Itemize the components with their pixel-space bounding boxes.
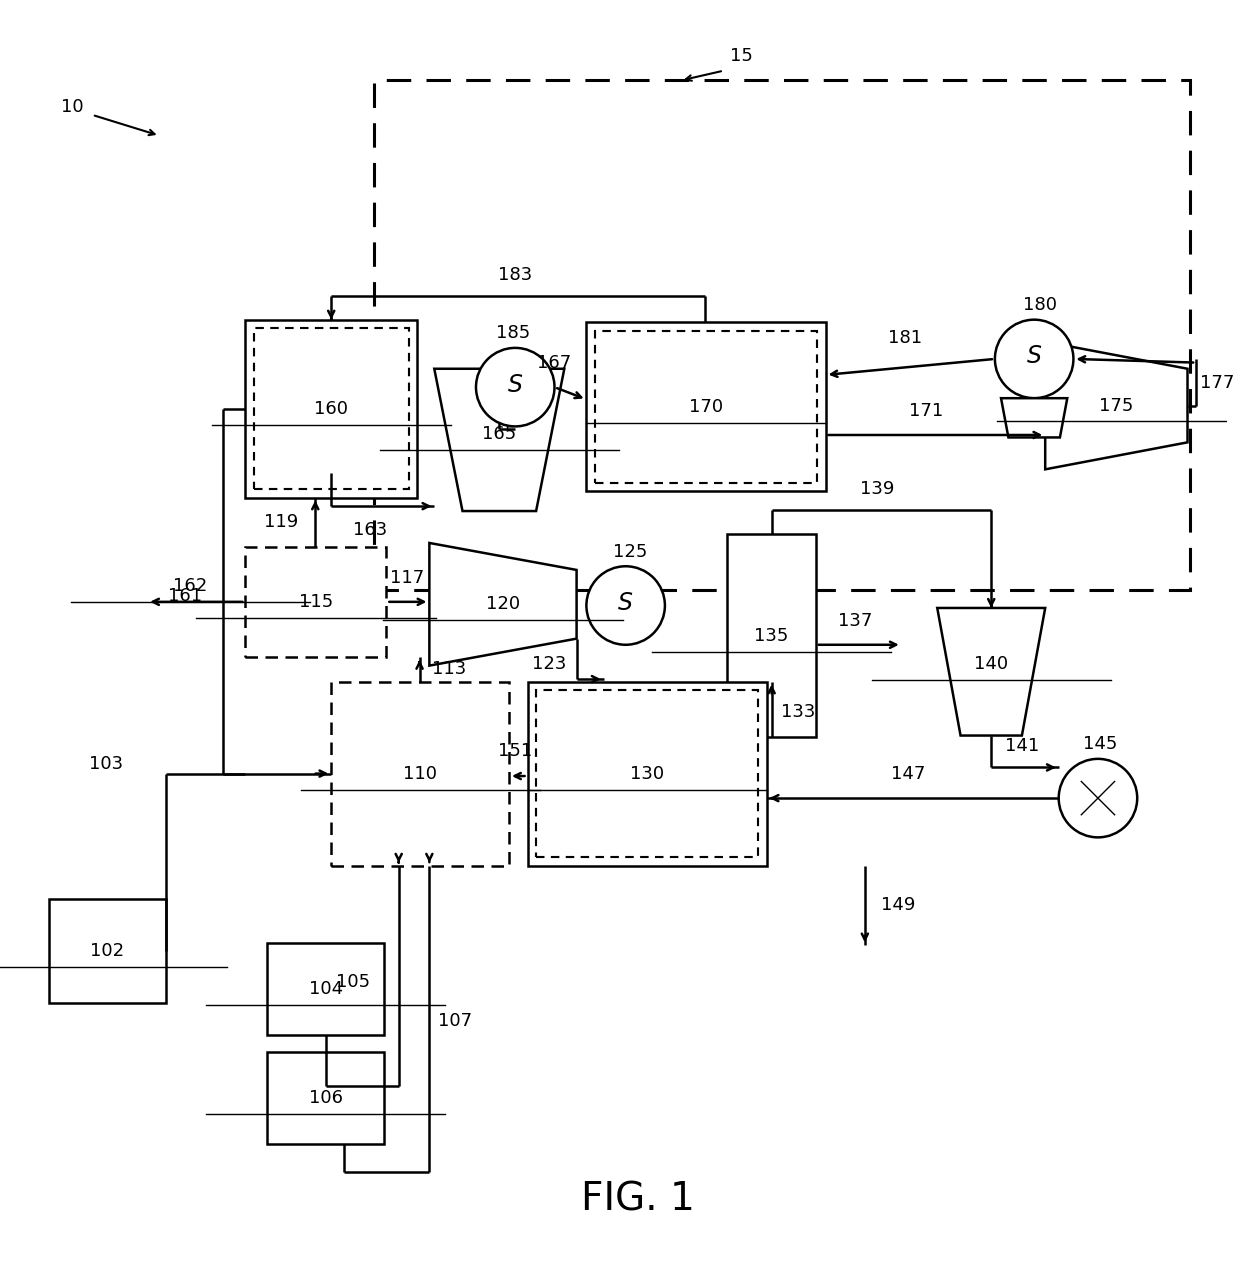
Bar — [536, 691, 758, 856]
Text: 135: 135 — [754, 626, 789, 645]
Text: 185: 185 — [496, 324, 529, 342]
Text: 130: 130 — [630, 764, 665, 783]
Text: 171: 171 — [909, 402, 944, 420]
Text: 102: 102 — [91, 942, 124, 960]
Text: 151: 151 — [498, 743, 532, 760]
Circle shape — [1059, 759, 1137, 837]
Polygon shape — [937, 608, 1045, 735]
Text: 145: 145 — [1084, 735, 1117, 753]
Bar — [374, 81, 1190, 589]
Text: 110: 110 — [403, 764, 438, 783]
Text: 183: 183 — [498, 266, 532, 285]
Polygon shape — [1045, 342, 1188, 469]
Text: 107: 107 — [438, 1012, 472, 1031]
Text: S: S — [507, 373, 523, 397]
Text: 115: 115 — [299, 593, 334, 611]
Text: 106: 106 — [309, 1089, 342, 1107]
Text: 175: 175 — [1099, 396, 1133, 415]
Text: 113: 113 — [432, 660, 466, 678]
Text: 161: 161 — [169, 587, 202, 605]
Text: 15: 15 — [730, 47, 753, 65]
Text: 120: 120 — [486, 596, 520, 614]
Text: 10: 10 — [61, 99, 84, 116]
Text: 165: 165 — [482, 425, 516, 443]
Bar — [587, 323, 826, 491]
Circle shape — [476, 348, 554, 426]
Text: 149: 149 — [880, 896, 915, 913]
Text: 137: 137 — [838, 612, 872, 630]
Text: 140: 140 — [975, 655, 1008, 673]
Text: 181: 181 — [888, 329, 923, 347]
Circle shape — [587, 567, 665, 645]
Text: 104: 104 — [309, 980, 342, 998]
Bar — [331, 682, 510, 865]
Text: 139: 139 — [861, 479, 894, 497]
Text: 125: 125 — [614, 543, 647, 560]
Polygon shape — [1001, 398, 1068, 438]
Text: 147: 147 — [890, 765, 925, 783]
Bar — [268, 942, 384, 1035]
Circle shape — [994, 320, 1074, 398]
Text: S: S — [1027, 344, 1042, 368]
Text: 180: 180 — [1023, 296, 1058, 314]
Bar — [268, 1052, 384, 1144]
Text: 162: 162 — [174, 577, 207, 595]
Text: 133: 133 — [781, 703, 816, 721]
Bar — [728, 534, 816, 736]
Text: 119: 119 — [264, 514, 298, 531]
Text: FIG. 1: FIG. 1 — [582, 1180, 694, 1218]
Polygon shape — [434, 368, 564, 511]
Text: S: S — [619, 591, 634, 615]
Bar — [254, 328, 408, 490]
Text: 167: 167 — [537, 354, 572, 372]
Bar — [595, 330, 817, 483]
Text: 177: 177 — [1200, 374, 1234, 392]
Text: 170: 170 — [689, 397, 723, 416]
Bar — [50, 898, 166, 1003]
Text: 105: 105 — [336, 973, 371, 992]
Text: 103: 103 — [88, 755, 123, 773]
Bar — [527, 682, 766, 865]
Text: 163: 163 — [353, 521, 388, 539]
Text: 123: 123 — [532, 655, 567, 673]
Text: 117: 117 — [391, 569, 424, 587]
Text: 160: 160 — [314, 400, 348, 417]
Polygon shape — [429, 543, 577, 665]
Text: 141: 141 — [1004, 737, 1039, 755]
Bar — [246, 546, 387, 657]
Bar — [246, 320, 417, 497]
